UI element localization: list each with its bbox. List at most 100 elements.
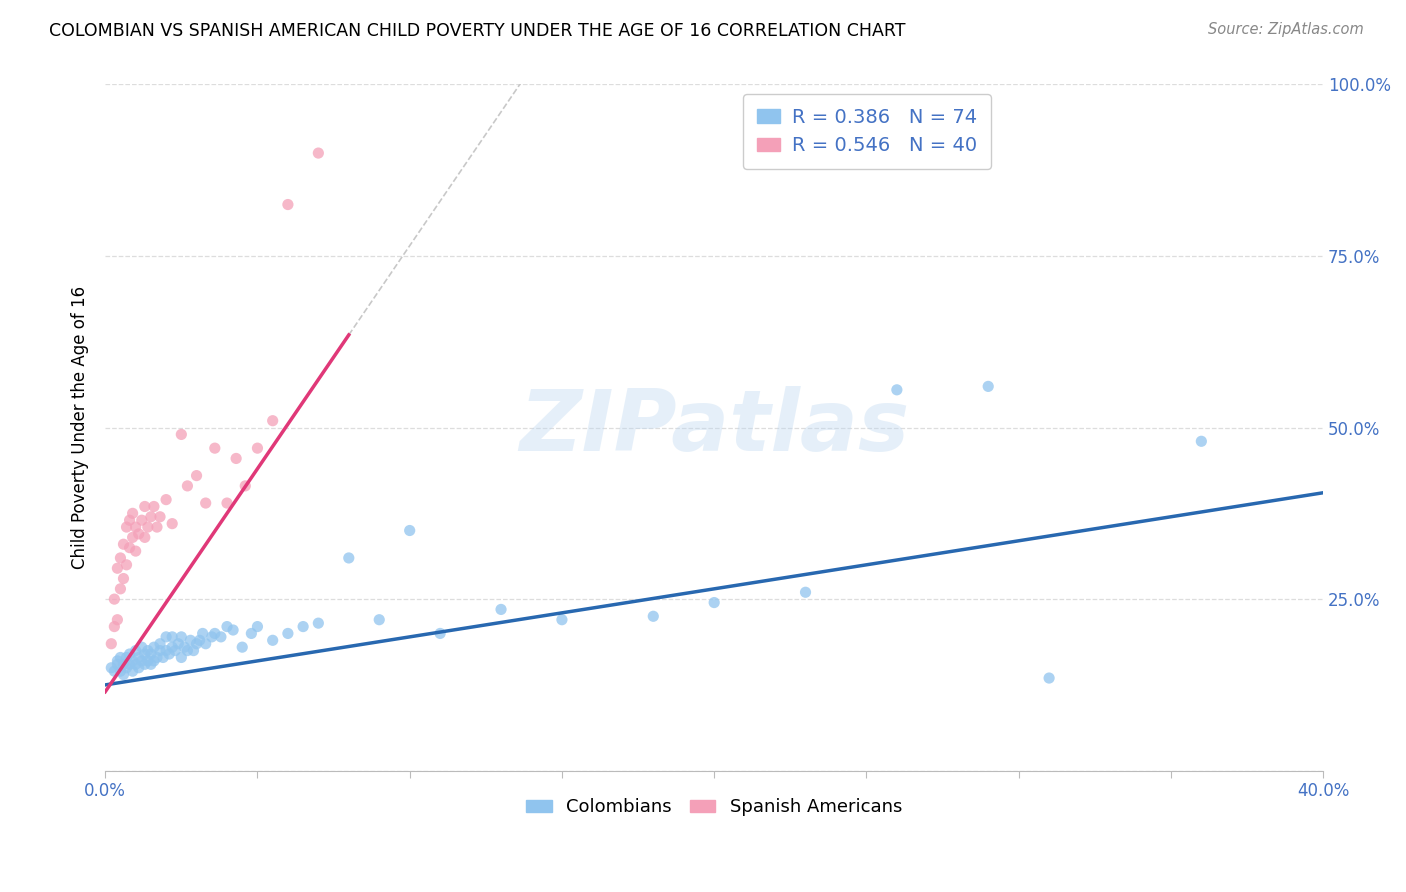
Point: [136, 643, 159, 657]
Point: [100, 637, 122, 651]
Point: [215, 619, 238, 633]
Point: [222, 623, 245, 637]
Point: [337, 551, 360, 566]
Point: [139, 509, 162, 524]
Point: [128, 650, 150, 665]
Point: [149, 643, 172, 657]
Point: [112, 657, 135, 672]
Point: [179, 633, 201, 648]
Point: [188, 633, 211, 648]
Point: [112, 667, 135, 681]
Point: [209, 630, 232, 644]
Point: [146, 650, 169, 665]
Point: [231, 640, 253, 655]
Legend: Colombians, Spanish Americans: Colombians, Spanish Americans: [519, 791, 910, 823]
Point: [110, 664, 132, 678]
Point: [112, 537, 135, 551]
Point: [170, 650, 193, 665]
Point: [118, 541, 141, 555]
Text: COLOMBIAN VS SPANISH AMERICAN CHILD POVERTY UNDER THE AGE OF 16 CORRELATION CHAR: COLOMBIAN VS SPANISH AMERICAN CHILD POVE…: [49, 22, 905, 40]
Text: Source: ZipAtlas.com: Source: ZipAtlas.com: [1208, 22, 1364, 37]
Point: [100, 661, 122, 675]
Point: [1038, 671, 1060, 685]
Point: [110, 551, 132, 566]
Point: [118, 513, 141, 527]
Point: [142, 654, 165, 668]
Point: [551, 613, 574, 627]
Point: [157, 647, 180, 661]
Point: [121, 664, 143, 678]
Point: [246, 441, 269, 455]
Point: [977, 379, 1000, 393]
Point: [191, 626, 214, 640]
Point: [146, 520, 169, 534]
Point: [136, 520, 159, 534]
Point: [149, 509, 172, 524]
Y-axis label: Child Poverty Under the Age of 16: Child Poverty Under the Age of 16: [72, 286, 89, 569]
Point: [134, 530, 156, 544]
Point: [131, 513, 153, 527]
Point: [215, 496, 238, 510]
Point: [794, 585, 817, 599]
Point: [155, 630, 177, 644]
Point: [277, 626, 299, 640]
Point: [429, 626, 451, 640]
Point: [139, 657, 162, 672]
Point: [194, 637, 217, 651]
Point: [183, 643, 205, 657]
Point: [160, 516, 183, 531]
Point: [173, 640, 195, 655]
Point: [105, 654, 128, 668]
Point: [105, 657, 128, 672]
Point: [186, 637, 208, 651]
Point: [103, 664, 125, 678]
Point: [262, 633, 284, 648]
Point: [225, 451, 247, 466]
Point: [277, 197, 299, 211]
Point: [307, 616, 329, 631]
Point: [124, 643, 146, 657]
Point: [186, 468, 208, 483]
Point: [128, 527, 150, 541]
Point: [115, 558, 138, 572]
Point: [643, 609, 665, 624]
Point: [121, 530, 143, 544]
Point: [124, 657, 146, 672]
Point: [139, 647, 162, 661]
Point: [246, 619, 269, 633]
Point: [176, 643, 198, 657]
Point: [110, 650, 132, 665]
Point: [368, 613, 391, 627]
Point: [118, 657, 141, 672]
Point: [142, 500, 165, 514]
Point: [105, 613, 128, 627]
Point: [128, 661, 150, 675]
Point: [134, 657, 156, 672]
Point: [170, 427, 193, 442]
Point: [115, 520, 138, 534]
Point: [1189, 434, 1212, 449]
Point: [136, 654, 159, 668]
Point: [118, 647, 141, 661]
Point: [307, 146, 329, 161]
Point: [152, 650, 174, 665]
Point: [134, 647, 156, 661]
Point: [134, 500, 156, 514]
Point: [121, 507, 143, 521]
Point: [115, 661, 138, 675]
Point: [155, 643, 177, 657]
Point: [204, 626, 226, 640]
Point: [105, 561, 128, 575]
Point: [131, 640, 153, 655]
Point: [103, 592, 125, 607]
Point: [103, 619, 125, 633]
Point: [124, 520, 146, 534]
Point: [262, 414, 284, 428]
Point: [886, 383, 908, 397]
Point: [176, 479, 198, 493]
Point: [124, 544, 146, 558]
Point: [131, 654, 153, 668]
Point: [292, 619, 315, 633]
Point: [155, 492, 177, 507]
Point: [703, 596, 725, 610]
